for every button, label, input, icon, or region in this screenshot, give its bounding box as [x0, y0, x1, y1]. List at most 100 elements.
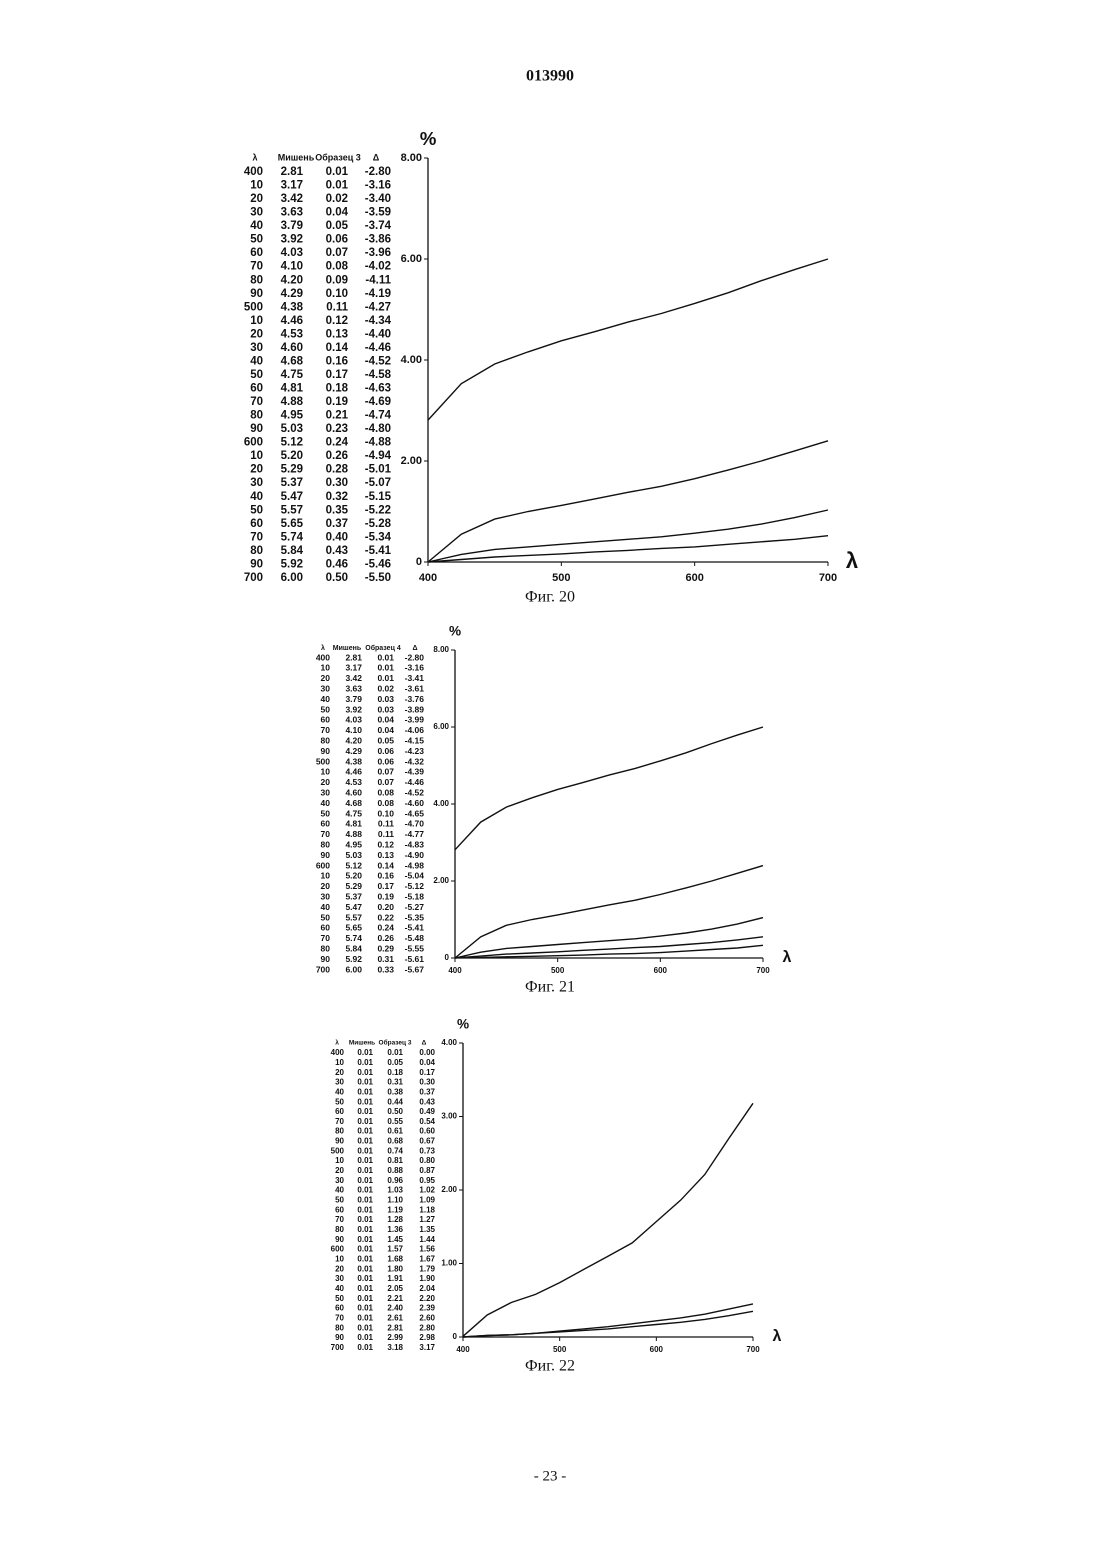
table-cell: 0.73: [419, 1146, 435, 1155]
table-cell: 600: [331, 1245, 345, 1254]
table-cell: -5.07: [365, 477, 391, 489]
header: 013990: [526, 68, 574, 85]
table-cell: 50: [250, 504, 263, 516]
table-cell: 5.12: [281, 437, 303, 449]
y-tick-label: 8.00: [401, 152, 422, 164]
table-cell: 2.04: [419, 1284, 435, 1293]
table-cell: 1.68: [387, 1255, 403, 1264]
table-cell: 80: [250, 545, 263, 557]
table-cell: -4.65: [405, 808, 425, 818]
table-cell: 4.20: [281, 274, 303, 286]
table-cell: 0.17: [326, 369, 348, 381]
table-cell: 90: [335, 1137, 344, 1146]
table-cell: 0.30: [326, 477, 348, 489]
table-cell: -4.46: [405, 777, 425, 787]
table-cell: 0.01: [357, 1117, 373, 1126]
table-cell: 0.22: [377, 912, 394, 922]
table-cell: 10: [335, 1255, 344, 1264]
table-cell: -2.80: [365, 166, 391, 178]
table-cell: 0.01: [357, 1176, 373, 1185]
table-cell: 0.01: [357, 1264, 373, 1273]
table-cell: -4.74: [365, 410, 392, 422]
table-cell: -3.89: [405, 704, 425, 714]
column-header: λ: [321, 644, 325, 652]
table-cell: 0.10: [326, 288, 348, 300]
table-cell: 0.01: [357, 1245, 373, 1254]
table-cell: 1.27: [419, 1215, 435, 1224]
table-cell: 20: [335, 1068, 344, 1077]
table-cell: 3.79: [345, 694, 362, 704]
table-cell: -3.86: [365, 234, 391, 246]
table-cell: 4.68: [345, 798, 362, 808]
table-cell: 80: [335, 1323, 344, 1332]
column-header: Образец 3: [315, 152, 361, 162]
y-tick-label: 2.00: [401, 455, 422, 467]
table-cell: 0.44: [387, 1097, 403, 1106]
y-tick-label: 8.00: [433, 645, 449, 654]
table-cell: 3.92: [345, 704, 362, 714]
y-tick-label: 2.00: [441, 1185, 457, 1194]
table-cell: 80: [321, 839, 331, 849]
table-cell: 0.03: [377, 694, 394, 704]
table-cell: 4.10: [345, 725, 362, 735]
x-tick-label: 600: [650, 1345, 664, 1354]
table-cell: 5.37: [345, 891, 362, 901]
table-cell: 0.81: [387, 1156, 403, 1165]
table-cell: 50: [321, 704, 331, 714]
table-cell: 70: [250, 396, 263, 408]
x-axis-label: λ: [773, 1328, 782, 1345]
table-cell: 5.57: [281, 504, 303, 516]
table-cell: 0.02: [377, 683, 394, 693]
table-cell: 0.26: [377, 933, 394, 943]
table-cell: 3.79: [281, 220, 303, 232]
table-cell: 0.01: [377, 673, 394, 683]
table-cell: 5.37: [281, 477, 303, 489]
table-cell: -3.74: [365, 220, 392, 232]
table-cell: 0.40: [326, 531, 348, 543]
table-cell: -5.01: [365, 464, 392, 476]
table-cell: 40: [250, 491, 263, 503]
table-cell: 0.18: [326, 383, 349, 395]
table-cell: 10: [335, 1156, 344, 1165]
table-cell: 0.20: [377, 902, 394, 912]
table-cell: 4.29: [345, 746, 362, 756]
table-cell: 50: [335, 1196, 344, 1205]
table-cell: -5.50: [365, 572, 391, 584]
table-cell: 0.31: [377, 954, 394, 964]
column-header: Мишень: [278, 152, 315, 162]
x-axis-label: λ: [846, 548, 858, 573]
table-cell: 0.05: [377, 735, 394, 745]
table-cell: 60: [250, 383, 263, 395]
table-cell: 60: [321, 819, 331, 829]
table-cell: 0.14: [377, 860, 394, 870]
table-cell: -5.35: [405, 912, 425, 922]
table-cell: 0.49: [419, 1107, 435, 1116]
table-cell: 5.84: [345, 943, 362, 953]
table-cell: -4.27: [365, 301, 391, 313]
table-cell: 50: [321, 808, 331, 818]
table-cell: 20: [321, 777, 331, 787]
table-cell: 90: [321, 746, 331, 756]
table-cell: -4.34: [365, 315, 392, 327]
table-cell: 2.99: [387, 1333, 403, 1342]
table-cell: 0.08: [326, 261, 349, 273]
table-cell: 0.01: [357, 1186, 373, 1195]
table-cell: -5.27: [405, 902, 425, 912]
table-cell: 40: [250, 220, 263, 232]
table-cell: 4.81: [345, 819, 362, 829]
table-cell: 0.14: [326, 342, 349, 354]
table-cell: 0.16: [377, 871, 394, 881]
table-cell: 5.92: [345, 954, 362, 964]
table-cell: 0.01: [357, 1304, 373, 1313]
table-cell: 3.17: [345, 663, 362, 673]
table-cell: 60: [335, 1205, 344, 1214]
table-cell: 50: [250, 369, 263, 381]
table-cell: -5.04: [405, 871, 425, 881]
table-cell: 0.01: [357, 1215, 373, 1224]
table-cell: 30: [250, 207, 263, 219]
table-cell: 60: [335, 1304, 344, 1313]
table-cell: 0.96: [387, 1176, 403, 1185]
table-cell: 0.29: [377, 943, 394, 953]
table-cell: -3.16: [405, 663, 425, 673]
table-cell: 80: [321, 943, 331, 953]
